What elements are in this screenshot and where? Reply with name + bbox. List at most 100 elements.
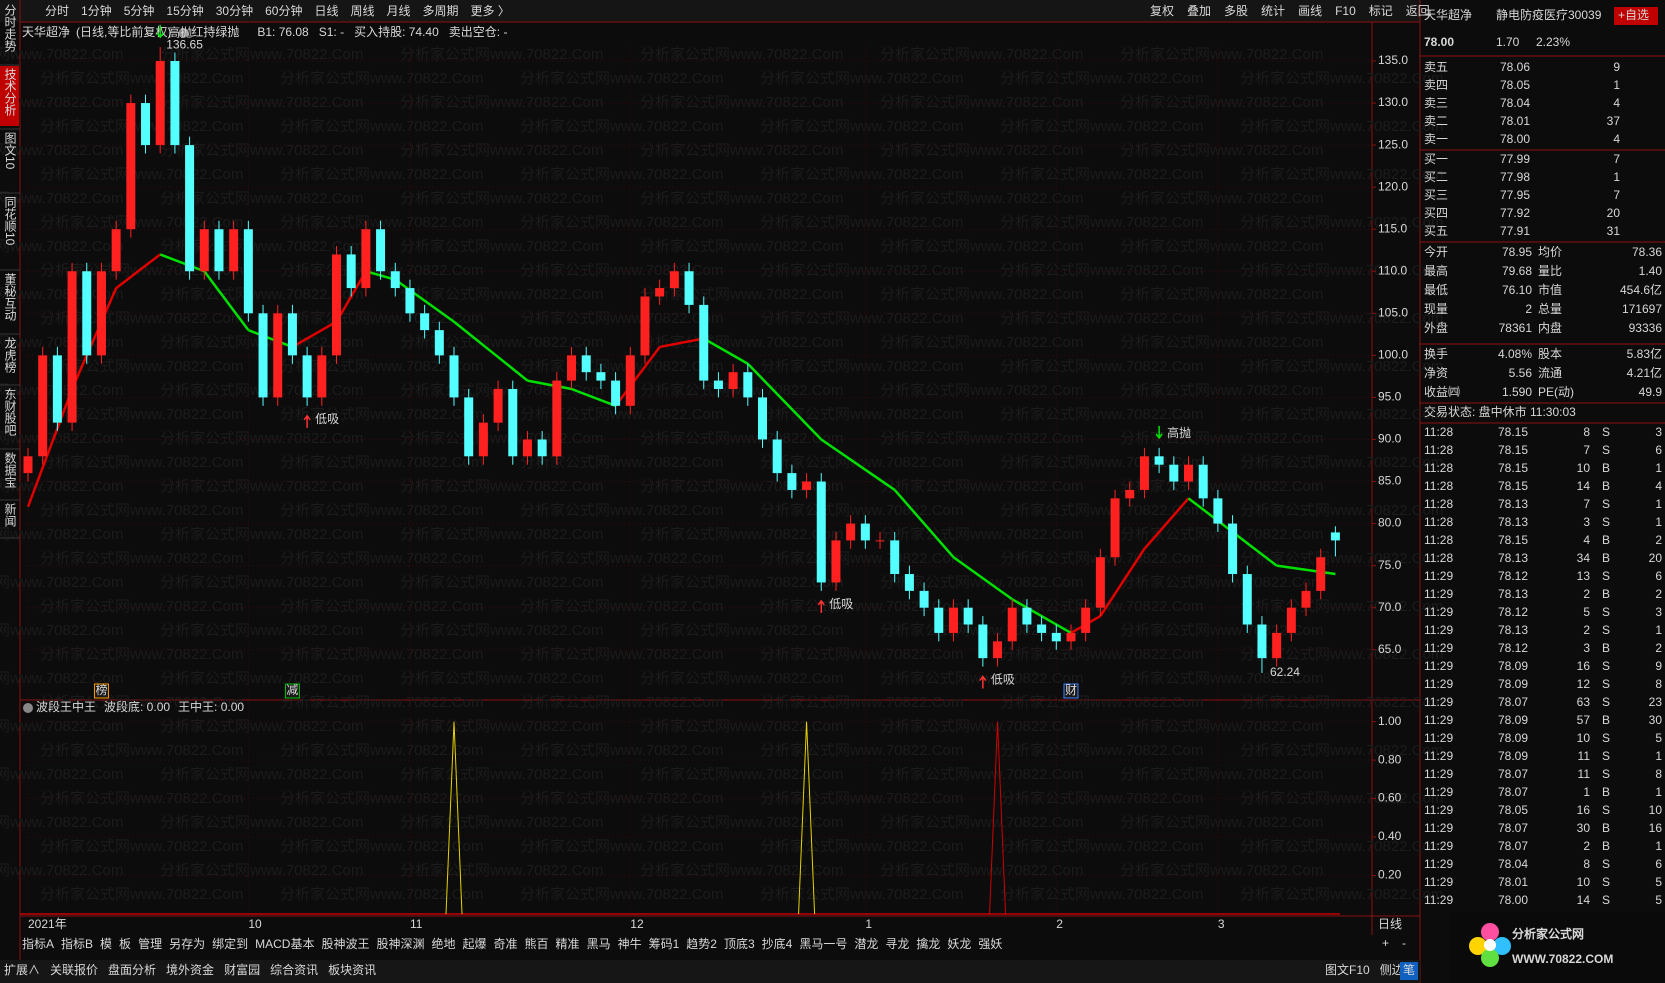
period-tab[interactable]: 60分钟 [265,3,302,18]
indicator-tab[interactable]: 指标B [61,936,93,951]
watch-button[interactable]: +自选 [1618,8,1649,22]
trade-time: 11:29 [1424,713,1453,727]
watermark: 分析家公式网www.70822.Com [0,238,123,255]
footer-item[interactable]: 境外资金 [166,962,214,977]
sidebar-tab[interactable]: 东财股吧 [3,388,17,436]
sidebar-tab[interactable]: 图文10 [3,132,17,170]
chart-title: (日线,等比前复权) [76,24,171,39]
period-tab[interactable]: 1分钟 [81,3,112,18]
footer-item[interactable]: 财富园 [224,962,260,977]
indicator-tab[interactable]: 强妖 [978,937,1002,951]
watermark: 分析家公式网www.70822.Com [400,238,603,255]
sidebar-tab[interactable]: 技术分析 [3,68,17,117]
trade-time: 11:28 [1424,533,1453,547]
footer-item[interactable]: 图文F10 [1325,962,1370,977]
period-tab[interactable]: 多周期 [423,4,459,18]
tool-button[interactable]: 统计 [1261,4,1285,18]
tool-button[interactable]: 多股 [1224,4,1248,18]
candle-body [816,481,826,583]
watermark: 分析家公式网www.70822.Com [760,550,963,567]
indicator-tab[interactable]: 另存为 [169,937,205,951]
indicator-tab[interactable]: 绝地 [431,936,455,951]
pen[interactable]: 笔 [1403,962,1415,977]
indicator-tab[interactable]: MACD基本 [255,937,314,951]
indicator-tab[interactable]: 趋势2 [686,937,717,951]
sidebar-tab[interactable]: 董秘互动 [3,273,17,321]
indicator-tab[interactable]: 精准 [556,937,580,951]
footer-item[interactable]: 综合资讯 [270,962,318,977]
sidebar-tab[interactable]: 同花顺10 [3,196,17,246]
candle-body [1213,498,1223,524]
y-tick-label: 1.00 [1378,714,1402,728]
indicator-tab[interactable]: 板 [119,937,131,951]
indicator-tab[interactable]: 擒龙 [916,936,940,951]
tool-button[interactable]: 画线 [1298,4,1322,18]
watermark: 分析家公式网www.70822.Com [280,406,483,423]
indicator-tab[interactable]: 黑马 [587,937,611,951]
footer-item[interactable]: 关联报价 [50,962,98,977]
indicator-tab[interactable]: 神牛 [618,936,642,951]
trade-volume: 13 [1577,569,1591,583]
trade-volume: 14 [1577,893,1591,907]
period-tab[interactable]: 30分钟 [216,3,253,18]
indicator-tab[interactable]: 管理 [138,936,162,951]
sidebar-tab[interactable]: 分时走势 [3,4,17,52]
tool-button[interactable]: 复权 [1150,4,1174,18]
sidebar-tab[interactable]: 数据宝 [3,451,17,488]
watermark: 分析家公式网www.70822.Com [760,358,963,375]
indicator-tab[interactable]: 模 [100,937,112,951]
footer-item[interactable]: 扩展∧ [4,963,40,977]
zoom-in[interactable]: + [1382,936,1389,950]
tool-button[interactable]: 返回 [1406,4,1430,18]
book-label: 卖二 [1424,114,1448,128]
period-tab[interactable]: 5分钟 [124,3,155,18]
indicator-tab[interactable]: 妖龙 [947,937,971,951]
zoom-out[interactable]: - [1402,936,1406,950]
indicator-tab[interactable]: 起爆 [463,937,487,951]
tool-button[interactable]: 标记 [1369,4,1393,18]
indicator-tab[interactable]: 奇准 [494,937,518,951]
period-tab[interactable]: 分时 [45,4,69,18]
high-label: 136.65 [166,37,203,51]
period-tab[interactable]: 月线 [387,4,411,18]
watermark: 分析家公式网www.70822.Com [520,598,723,615]
indicator-tab[interactable]: 顶底3 [724,936,755,951]
tool-button[interactable]: 叠加 [1187,4,1211,18]
indicator-tab[interactable]: 潜龙 [854,937,878,951]
stat-value: 78.95 [1502,245,1532,259]
candle-body [596,372,606,381]
indicator-tab[interactable]: 熊百 [525,936,549,951]
trade-volume: 34 [1577,551,1591,565]
footer-item[interactable]: 盘面分析 [108,962,156,977]
watermark: 分析家公式网www.70822.Com [760,742,963,759]
indicator-tab[interactable]: 黑马一号 [799,937,847,951]
indicator-tab[interactable]: 抄底4 [762,936,793,951]
badge: 财 [1065,683,1077,697]
candle-body [1110,498,1120,558]
watermark: 分析家公式网www.70822.Com [760,406,963,423]
stat-value: 78.36 [1632,245,1662,259]
watermark: 分析家公式网www.70822.Com [400,862,603,879]
indicator-tab[interactable]: 寻龙 [885,937,909,951]
period-tab[interactable]: 更多 〉 [471,4,510,18]
trade-price: 78.12 [1498,569,1528,583]
stat-label: 内盘 [1538,320,1562,335]
sidebar-tab[interactable]: 新闻 [3,502,17,527]
tool-button[interactable]: F10 [1335,4,1356,18]
period-tab[interactable]: 周线 [350,4,374,18]
watermark: 分析家公式网www.70822.Com [520,790,723,807]
period-tab[interactable]: 日线 [314,4,338,18]
indicator-tab[interactable]: 筹码1 [649,937,680,951]
indicator-tab[interactable]: 股神深渊 [376,937,424,951]
footer-item[interactable]: 板块资讯 [328,963,376,977]
indicator-tab[interactable]: 指标A [22,936,54,951]
period-tab[interactable]: 15分钟 [166,3,203,18]
y-tick-label: 135.0 [1378,53,1408,67]
indicator-tab[interactable]: 股神波王 [321,937,369,951]
trend-line [1231,530,1278,567]
trade-side: S [1602,569,1610,583]
watermark: 分析家公式网www.70822.Com [1120,430,1323,447]
change-pct: 2.23% [1536,35,1570,49]
indicator-tab[interactable]: 绑定到 [212,936,248,951]
sidebar-tab[interactable]: 龙虎榜 [3,337,17,374]
